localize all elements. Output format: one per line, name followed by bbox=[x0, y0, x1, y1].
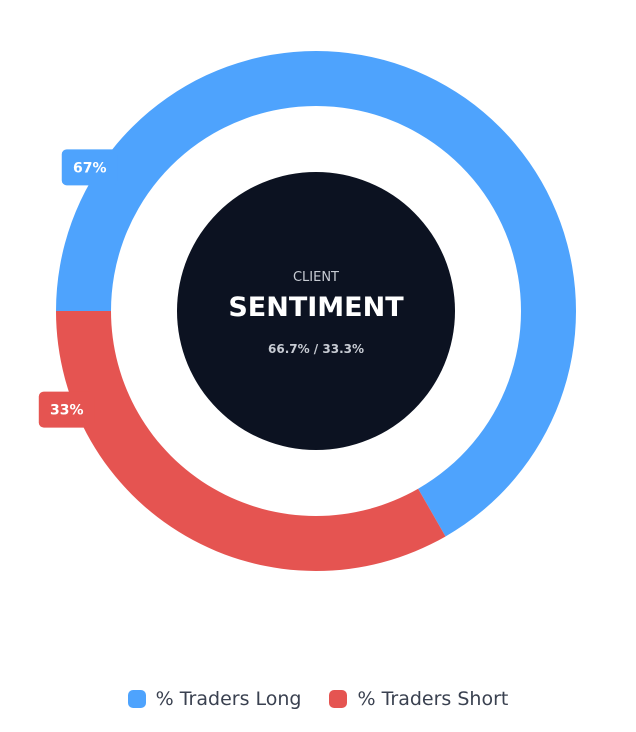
center-subtitle: 66.7% / 33.3% bbox=[268, 342, 364, 356]
legend-item-long[interactable]: % Traders Long bbox=[127, 688, 302, 710]
sentiment-donut-chart: CLIENT SENTIMENT 66.7% / 33.3% 67% 33% bbox=[38, 51, 576, 571]
center-title: SENTIMENT bbox=[228, 292, 404, 323]
legend-swatch-long bbox=[127, 690, 146, 708]
slice-short[interactable] bbox=[56, 311, 446, 571]
data-label-short: 33% bbox=[38, 391, 95, 428]
legend-swatch-short bbox=[329, 690, 348, 708]
center-disc bbox=[177, 172, 455, 450]
chart-legend: % Traders Long % Traders Short bbox=[0, 688, 636, 710]
legend-label-long: % Traders Long bbox=[155, 688, 302, 710]
legend-item-short[interactable]: % Traders Short bbox=[329, 688, 508, 710]
center-top-label: CLIENT bbox=[293, 270, 339, 285]
data-label-long: 67% bbox=[61, 149, 118, 186]
legend-label-short: % Traders Short bbox=[357, 688, 509, 710]
svg-text:33%: 33% bbox=[50, 403, 84, 419]
svg-text:67%: 67% bbox=[73, 160, 107, 176]
